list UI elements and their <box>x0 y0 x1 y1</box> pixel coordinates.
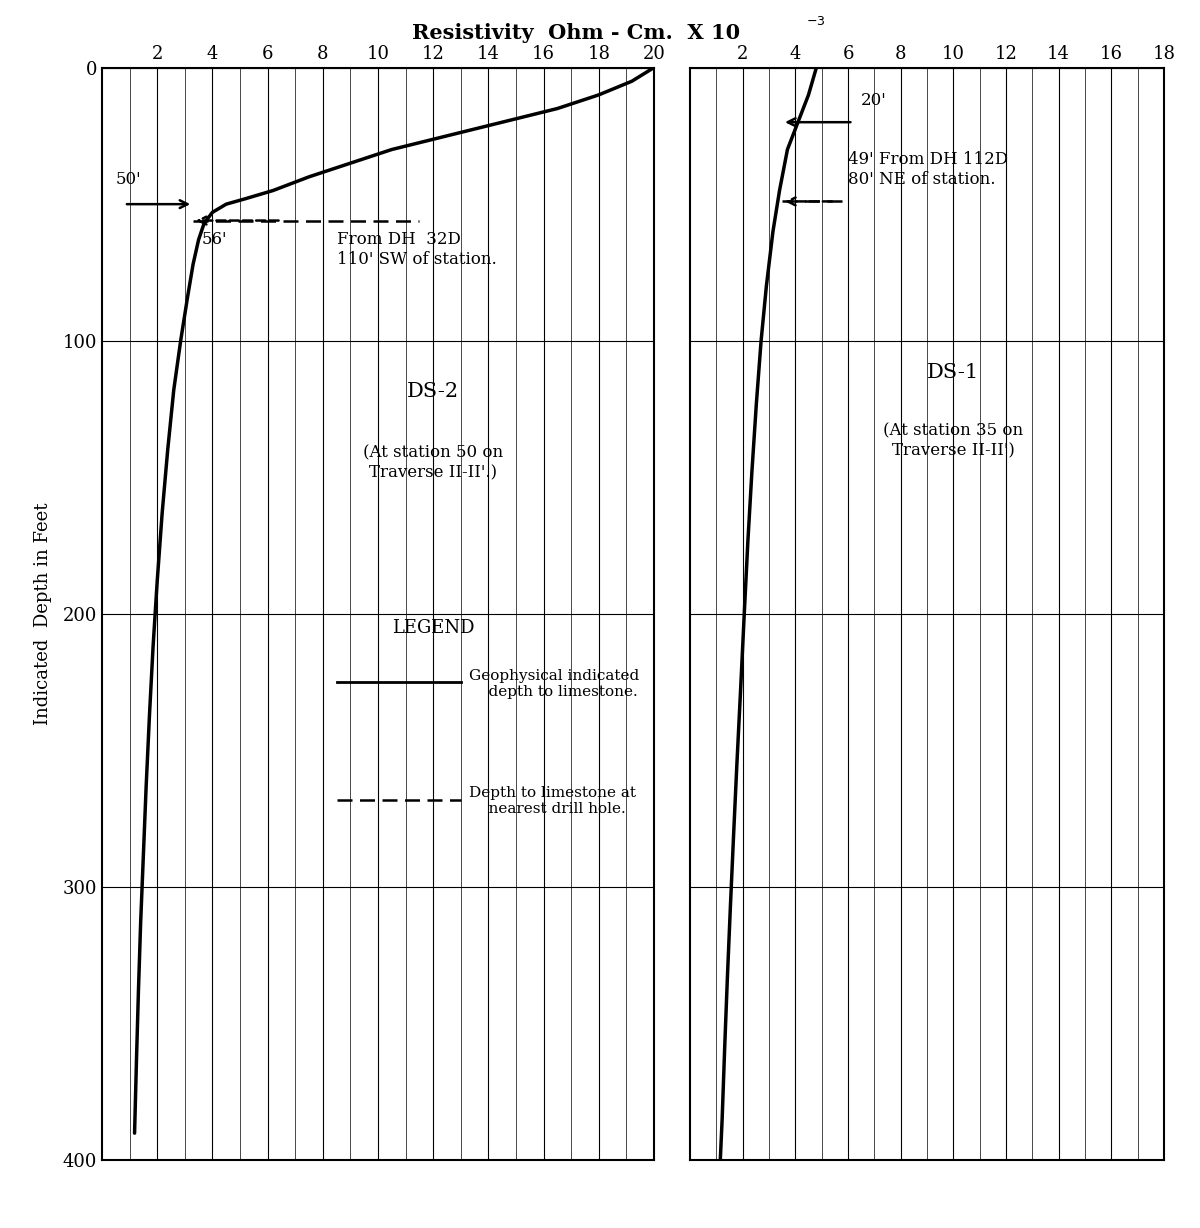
Text: Geophysical indicated
    depth to limestone.: Geophysical indicated depth to limestone… <box>469 668 640 699</box>
Text: From DH  32D
110' SW of station.: From DH 32D 110' SW of station. <box>336 231 497 268</box>
Text: 20': 20' <box>862 92 887 108</box>
Text: DS-1: DS-1 <box>928 362 979 382</box>
Text: Resistivity  Ohm - Cm.  X 10: Resistivity Ohm - Cm. X 10 <box>412 23 740 43</box>
Text: 49' From DH 112D
80' NE of station.: 49' From DH 112D 80' NE of station. <box>848 151 1008 188</box>
Text: 56': 56' <box>202 231 227 248</box>
Text: DS-2: DS-2 <box>407 382 460 400</box>
Text: (At station 35 on
Traverse II-II'): (At station 35 on Traverse II-II') <box>883 422 1024 459</box>
Text: (At station 50 on
Traverse II-II'.): (At station 50 on Traverse II-II'.) <box>364 445 503 481</box>
Text: $^{-3}$: $^{-3}$ <box>806 17 826 34</box>
Text: Depth to limestone at
    nearest drill hole.: Depth to limestone at nearest drill hole… <box>469 786 636 817</box>
Text: LEGEND: LEGEND <box>391 619 474 637</box>
Y-axis label: Indicated  Depth in Feet: Indicated Depth in Feet <box>34 502 52 726</box>
Text: 50': 50' <box>116 171 142 188</box>
